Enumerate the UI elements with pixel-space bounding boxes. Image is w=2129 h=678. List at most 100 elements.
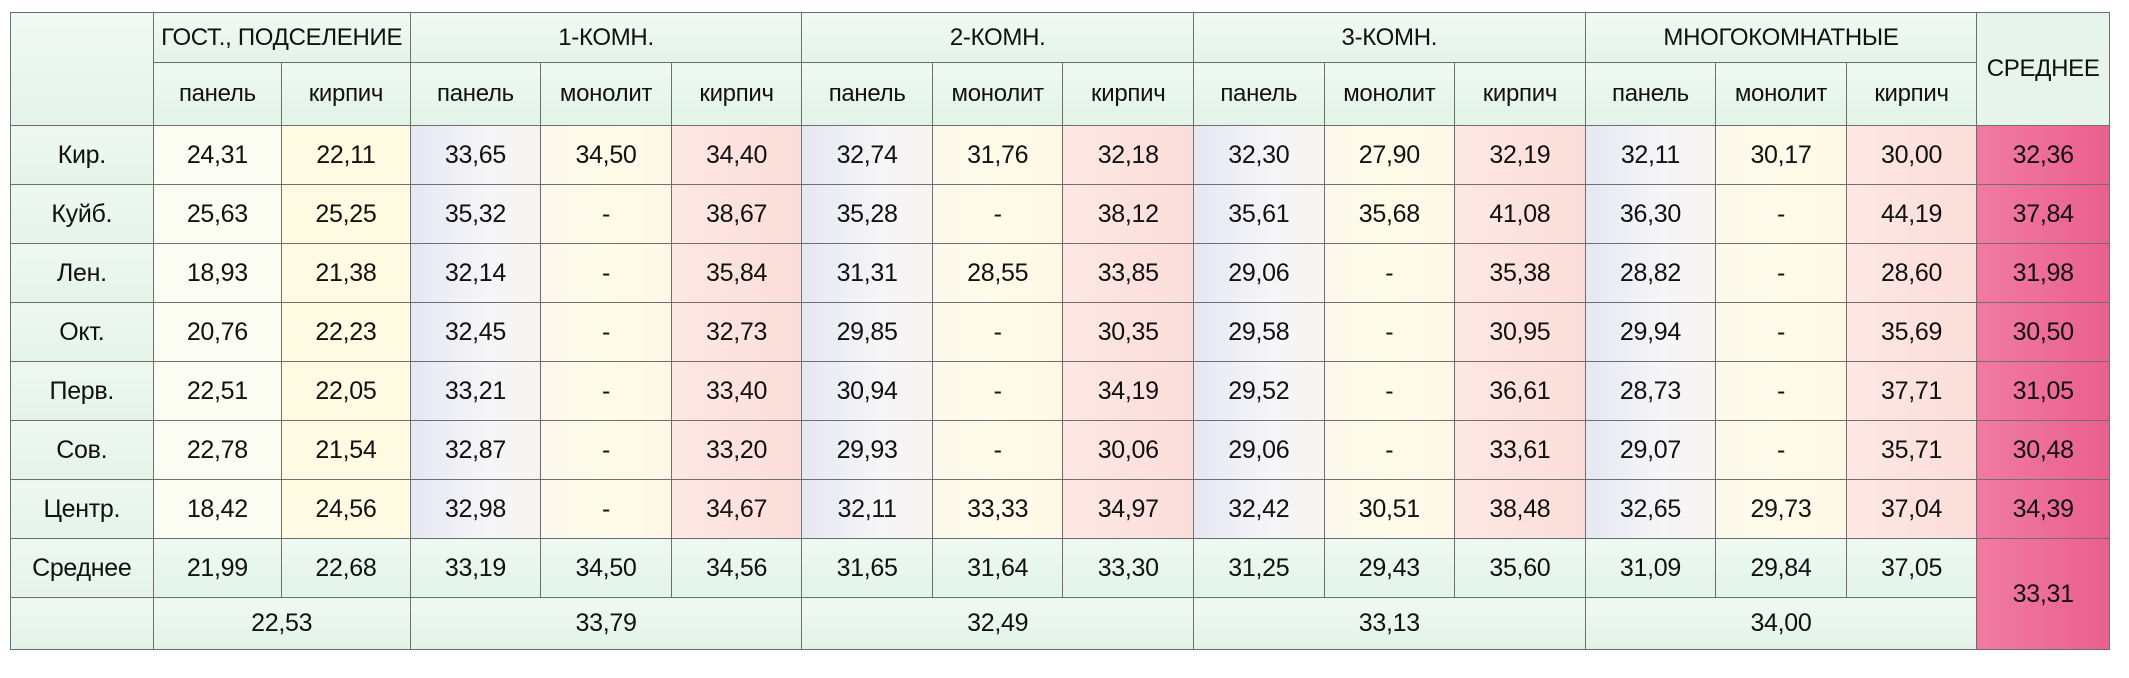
subheader-panel: панель bbox=[801, 62, 933, 126]
table-cell: 36,30 bbox=[1584, 184, 1717, 244]
table-cell: - bbox=[540, 479, 672, 539]
row-average-cell: 34,39 bbox=[1976, 479, 2110, 539]
table-cell: 36,61 bbox=[1454, 361, 1586, 421]
subheader-kirpich: кирпич bbox=[1062, 62, 1194, 126]
table-cell: 31,09 bbox=[1584, 538, 1717, 598]
table-cell: 38,67 bbox=[670, 184, 803, 244]
subheader-panel: панель bbox=[1584, 62, 1717, 126]
row-label: Куйб. bbox=[10, 184, 154, 244]
table-row-average: Среднее 21,99 22,68 33,19 34,50 34,56 31… bbox=[10, 538, 2110, 650]
price-table-container: ГОСТ., ПОДСЕЛЕНИЕ 1-КОМН. 2-КОМН. 3-КОМН… bbox=[10, 12, 2110, 650]
group-header-2room: 2-КОМН. bbox=[801, 12, 1194, 63]
row-label: Перв. bbox=[10, 361, 154, 421]
subheader-monolit: монолит bbox=[1715, 62, 1847, 126]
table-cell: 28,82 bbox=[1584, 243, 1717, 303]
table-cell: 22,05 bbox=[281, 361, 411, 421]
table-cell: 33,40 bbox=[670, 361, 803, 421]
table-cell: 35,68 bbox=[1323, 184, 1456, 244]
table-cell: 30,35 bbox=[1062, 302, 1194, 362]
row-average-cell: 31,05 bbox=[1976, 361, 2110, 421]
table-cell: 34,40 bbox=[670, 125, 803, 185]
table-cell: - bbox=[540, 302, 672, 362]
group-total-2room: 32,49 bbox=[801, 597, 1194, 650]
table-cell: 32,74 bbox=[801, 125, 933, 185]
table-cell: 30,51 bbox=[1323, 479, 1456, 539]
table-cell: 28,55 bbox=[931, 243, 1064, 303]
subheader-monolit: монолит bbox=[1323, 62, 1456, 126]
subheader-panel: панель bbox=[409, 62, 542, 126]
table-cell: 29,84 bbox=[1715, 538, 1847, 598]
table-cell: - bbox=[1715, 420, 1847, 480]
group-total-multiroom: 34,00 bbox=[1584, 597, 1978, 650]
table-cell: 32,73 bbox=[670, 302, 803, 362]
table-cell: 32,11 bbox=[1584, 125, 1717, 185]
table-cell: 35,60 bbox=[1454, 538, 1586, 598]
subheader-kirpich: кирпич bbox=[1845, 62, 1978, 126]
table-cell: 22,51 bbox=[152, 361, 283, 421]
table-cell: 32,45 bbox=[409, 302, 542, 362]
group-header-1room: 1-КОМН. bbox=[409, 12, 803, 63]
table-cell: 35,61 bbox=[1193, 184, 1325, 244]
subheader-kirpich: кирпич bbox=[281, 62, 411, 126]
table-cell: - bbox=[1323, 361, 1456, 421]
table-cell: 34,50 bbox=[540, 125, 672, 185]
table-cell: - bbox=[1323, 420, 1456, 480]
table-cell: 21,54 bbox=[281, 420, 411, 480]
table-cell: 29,07 bbox=[1584, 420, 1717, 480]
table-cell: 31,31 bbox=[801, 243, 933, 303]
table-cell: 35,84 bbox=[670, 243, 803, 303]
table-cell: 31,65 bbox=[801, 538, 933, 598]
row-average-cell: 31,98 bbox=[1976, 243, 2110, 303]
table-cell: 32,18 bbox=[1062, 125, 1194, 185]
average-header: СРЕДНЕЕ bbox=[1976, 12, 2110, 126]
table-cell: - bbox=[931, 420, 1064, 480]
table-row: Перв. 22,51 22,05 33,21 - 33,40 30,94 - … bbox=[10, 361, 2110, 421]
table-row: Центр. 18,42 24,56 32,98 - 34,67 32,11 3… bbox=[10, 479, 2110, 539]
table-cell: 30,00 bbox=[1845, 125, 1978, 185]
table-cell: 21,38 bbox=[281, 243, 411, 303]
table-cell: 31,64 bbox=[931, 538, 1064, 598]
table-cell: 29,06 bbox=[1193, 243, 1325, 303]
table-cell: 33,33 bbox=[931, 479, 1064, 539]
table-cell: 25,63 bbox=[152, 184, 283, 244]
table-cell: 29,06 bbox=[1193, 420, 1325, 480]
table-cell: 35,71 bbox=[1845, 420, 1978, 480]
table-cell: 38,12 bbox=[1062, 184, 1194, 244]
table-cell: 30,17 bbox=[1715, 125, 1847, 185]
table-cell: 32,87 bbox=[409, 420, 542, 480]
table-cell: 33,65 bbox=[409, 125, 542, 185]
table-row: Лен. 18,93 21,38 32,14 - 35,84 31,31 28,… bbox=[10, 243, 2110, 303]
table-row: Куйб. 25,63 25,25 35,32 - 38,67 35,28 - … bbox=[10, 184, 2110, 244]
table-cell: 41,08 bbox=[1454, 184, 1586, 244]
table-cell: - bbox=[1715, 302, 1847, 362]
header-row-groups: ГОСТ., ПОДСЕЛЕНИЕ 1-КОМН. 2-КОМН. 3-КОМН… bbox=[10, 12, 2110, 126]
totals-label-cell bbox=[10, 597, 154, 650]
subheader-monolit: монолит bbox=[540, 62, 672, 126]
table-cell: 34,67 bbox=[670, 479, 803, 539]
row-label: Центр. bbox=[10, 479, 154, 539]
table-cell: 31,76 bbox=[931, 125, 1064, 185]
table-cell: 33,85 bbox=[1062, 243, 1194, 303]
table-cell: 35,38 bbox=[1454, 243, 1586, 303]
table-cell: 37,05 bbox=[1845, 538, 1978, 598]
table-cell: - bbox=[1323, 243, 1456, 303]
subheader-panel: панель bbox=[1193, 62, 1325, 126]
table-cell: 34,56 bbox=[670, 538, 803, 598]
table-cell: - bbox=[1323, 302, 1456, 362]
table-cell: 30,95 bbox=[1454, 302, 1586, 362]
table-cell: 32,11 bbox=[801, 479, 933, 539]
table-cell: 24,31 bbox=[152, 125, 283, 185]
subheader-panel: панель bbox=[152, 62, 283, 126]
table-cell: 32,42 bbox=[1193, 479, 1325, 539]
table-cell: 18,42 bbox=[152, 479, 283, 539]
group-header-multiroom: МНОГОКОМНАТНЫЕ bbox=[1584, 12, 1978, 63]
row-average-cell: 37,84 bbox=[1976, 184, 2110, 244]
table-cell: 35,69 bbox=[1845, 302, 1978, 362]
table-cell: 30,94 bbox=[801, 361, 933, 421]
table-cell: 21,99 bbox=[152, 538, 283, 598]
table-cell: 33,19 bbox=[409, 538, 542, 598]
table-cell: 32,19 bbox=[1454, 125, 1586, 185]
table-cell: 34,50 bbox=[540, 538, 672, 598]
subheader-kirpich: кирпич bbox=[670, 62, 803, 126]
header-row-materials: панель кирпич панель монолит кирпич пане… bbox=[11, 62, 2110, 126]
